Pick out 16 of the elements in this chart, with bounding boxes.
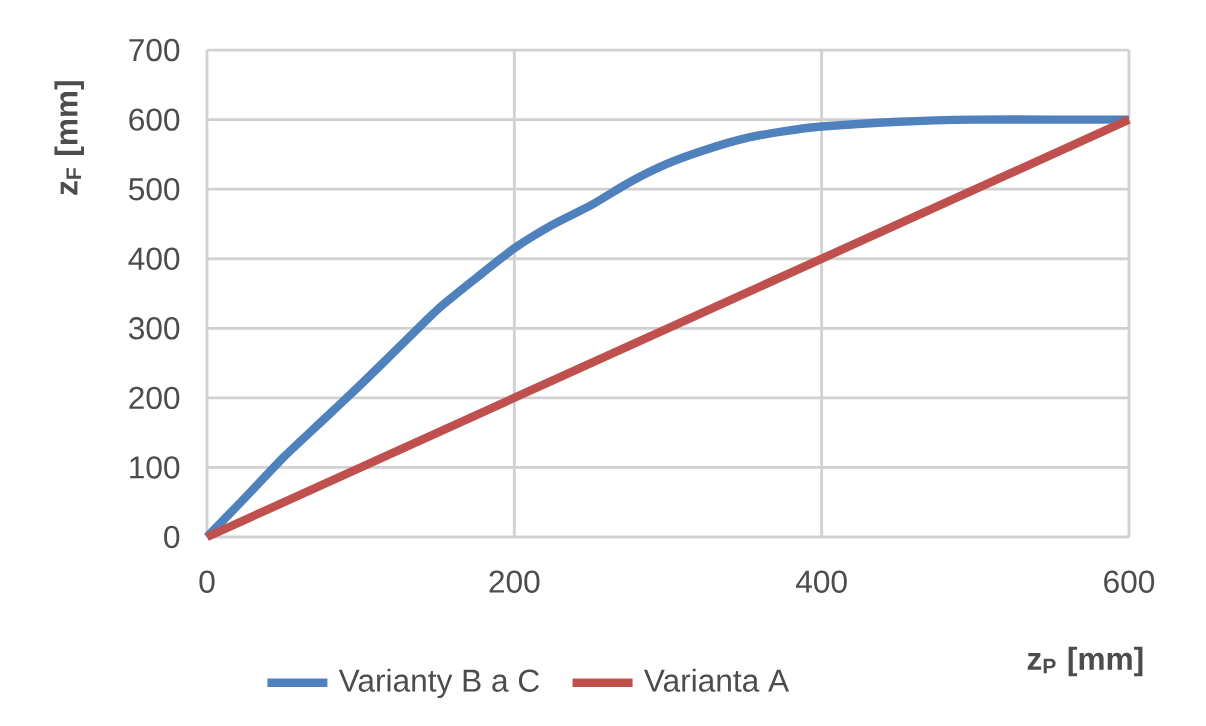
- y-tick-label: 200: [129, 386, 180, 410]
- x-tick-label: 0: [199, 570, 215, 593]
- y-tick-label: 300: [128, 317, 180, 340]
- x-tick-label: 600: [1104, 570, 1155, 593]
- x-axis-title: z$_{P}$ [mm]: [1027, 646, 1143, 677]
- legend-label: Varianty B a C: [338, 668, 540, 699]
- y-axis-title: z$_{F}$ [mm]: [54, 81, 84, 195]
- y-tick-label: 100: [130, 456, 180, 479]
- x-tick-label: 200: [489, 570, 540, 593]
- y-tick-label: 700: [129, 38, 180, 62]
- y-tick-label: 0: [164, 525, 180, 549]
- y-tick-label: 600: [129, 108, 180, 131]
- legend-label: Varianta A: [643, 668, 790, 692]
- x-tick-label: 400: [795, 570, 847, 593]
- y-tick-label: 400: [128, 247, 180, 270]
- y-tick-label: 500: [129, 177, 180, 201]
